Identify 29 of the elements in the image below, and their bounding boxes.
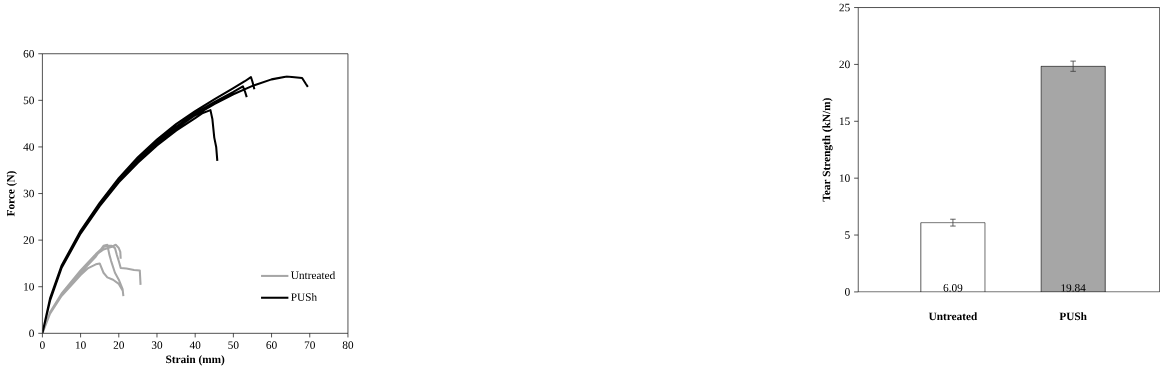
x-tick-label: 40 bbox=[189, 341, 201, 350]
y-axis-title: Tear Strength (kN/m) bbox=[822, 98, 833, 202]
y-tick-label: 50 bbox=[23, 96, 34, 105]
x-tick-label: 60 bbox=[266, 341, 277, 350]
x-axis-title: Strain (mm) bbox=[166, 355, 225, 366]
y-tick-label: 40 bbox=[23, 143, 34, 151]
y-tick-label: 5 bbox=[845, 231, 850, 240]
y-tick-label: 0 bbox=[845, 288, 850, 296]
x-tick-label: 30 bbox=[151, 341, 163, 350]
data-label: 19.84 bbox=[1061, 284, 1086, 293]
x-tick-label: 0 bbox=[40, 341, 45, 350]
y-tick-label: 0 bbox=[29, 329, 34, 338]
y-tick-label: 20 bbox=[839, 60, 850, 69]
y-axis-title: Force (N) bbox=[6, 171, 17, 217]
y-tick-label: 20 bbox=[23, 236, 34, 245]
y-tick-label: 15 bbox=[839, 117, 850, 126]
x-tick-label: 80 bbox=[342, 341, 354, 350]
x-tick-label: 70 bbox=[304, 341, 315, 350]
x-tick-label: 50 bbox=[228, 341, 239, 350]
legend-label: Untreated bbox=[291, 271, 336, 280]
y-tick-label: 10 bbox=[839, 174, 850, 183]
legend-label: PUSh bbox=[291, 293, 317, 302]
y-tick-label: 25 bbox=[839, 3, 850, 12]
y-tick-label: 60 bbox=[23, 50, 34, 58]
x-tick-label: 20 bbox=[113, 341, 124, 350]
y-tick-label: 30 bbox=[23, 189, 34, 198]
data-label: 6.09 bbox=[943, 284, 963, 293]
x-tick-label: 10 bbox=[75, 341, 86, 350]
y-tick-label: 10 bbox=[24, 283, 34, 291]
